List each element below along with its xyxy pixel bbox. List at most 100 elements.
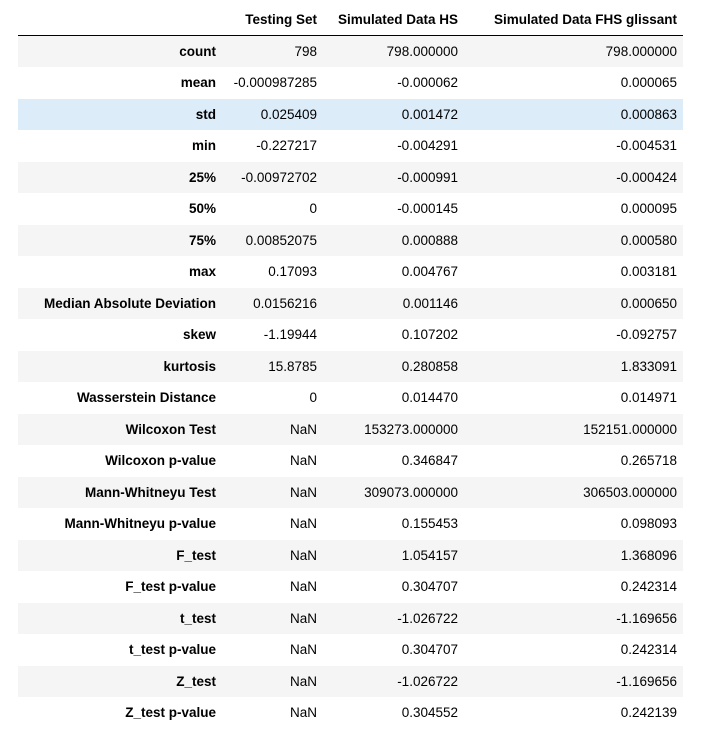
table-cell: -1.026722: [397, 673, 458, 689]
row-label: F_test: [176, 547, 216, 563]
table-cell: -0.000062: [397, 75, 458, 91]
row-label: Median Absolute Deviation: [43, 295, 216, 311]
table-row: t_test NaN -1.026722 -1.169656: [18, 602, 683, 634]
table-row: max 0.17093 0.004767 0.003181: [18, 256, 683, 288]
table-cell: 798.000000: [605, 44, 677, 59]
table-row: Z_test NaN -1.026722 -1.169656: [18, 665, 683, 697]
table-cell: 0: [309, 201, 317, 217]
table-cell: 0.000095: [620, 201, 677, 217]
table-row: Mann-Whitneyu Test NaN 309073.000000 306503…: [18, 476, 683, 508]
table-row: F_test NaN 1.054157 1.368096: [18, 539, 683, 571]
table-header: Testing Set Simulated Data HS Simulated …: [18, 3, 683, 36]
table-cell: NaN: [289, 516, 317, 532]
table-cell: -0.004531: [616, 138, 677, 154]
table-row: count 798 798.000000 798.000000: [18, 35, 683, 67]
table-row: Mann-Whitneyu p-value NaN 0.155453 0.098093: [18, 508, 683, 540]
table-cell: 0: [309, 390, 317, 406]
table-row: Wilcoxon Test NaN 153273.000000 152151.0000…: [18, 413, 683, 445]
table-row: t_test p-value NaN 0.304707 0.242314: [18, 634, 683, 666]
row-label: std: [195, 106, 216, 122]
table-row: 75% 0.00852075 0.000888 0.000580: [18, 224, 683, 256]
table-cell: -1.19944: [263, 327, 317, 343]
header-index: [18, 3, 222, 36]
header-simulated-hs: Simulated Data HS: [323, 3, 464, 36]
stats-table: Testing Set Simulated Data HS Simulated …: [18, 3, 683, 729]
table-cell: 0.014971: [620, 390, 677, 406]
table-cell: 0.304707: [401, 642, 458, 658]
row-label: 25%: [188, 169, 216, 185]
table-cell: -0.092757: [616, 327, 677, 343]
table-cell: 0.001146: [402, 295, 458, 311]
table-cell: 306503.000000: [583, 484, 677, 500]
table-cell: 1.368096: [620, 547, 677, 563]
header-testing-set: Testing Set: [222, 3, 323, 36]
table-cell: NaN: [289, 705, 317, 721]
table-cell: 0.014470: [401, 390, 458, 406]
row-label: Wilcoxon p-value: [105, 453, 216, 469]
row-label: mean: [180, 75, 216, 91]
row-label: Mann-Whitneyu p-value: [64, 516, 217, 532]
table-cell: 0.155453: [401, 516, 458, 532]
table-cell: 0.003181: [620, 264, 677, 280]
table-cell: NaN: [289, 642, 317, 658]
table-cell: 0.107202: [401, 327, 458, 343]
table-cell: 0.000888: [401, 232, 458, 248]
table-row: F_test p-value NaN 0.304707 0.242314: [18, 571, 683, 603]
table-cell: 0.000065: [620, 75, 677, 91]
table-cell: NaN: [289, 484, 317, 500]
table-cell: -0.000145: [397, 201, 458, 217]
row-label: F_test p-value: [125, 579, 216, 595]
table-cell: 0.242139: [620, 705, 677, 721]
table-row: min -0.227217 -0.004291 -0.004531: [18, 130, 683, 162]
header-simulated-fhs: Simulated Data FHS glissant: [464, 3, 683, 36]
table-cell: 15.8785: [268, 358, 317, 374]
table-cell: NaN: [289, 421, 317, 437]
table-cell: 0.004767: [401, 264, 458, 280]
table-cell: 153273.000000: [364, 421, 458, 437]
table-cell: 0.17093: [268, 264, 317, 280]
table-cell: 0.000580: [620, 232, 677, 248]
row-label: 75%: [188, 232, 216, 248]
row-label: skew: [182, 327, 216, 343]
table-cell: -0.000991: [397, 169, 458, 185]
row-label: max: [188, 264, 216, 280]
table-cell: 0.00852075: [245, 232, 317, 248]
table-cell: 1.833091: [620, 358, 677, 374]
table-row: Wasserstein Distance 0 0.014470 0.014971: [18, 382, 683, 414]
table-row: 50% 0 -0.000145 0.000095: [18, 193, 683, 225]
table-cell: NaN: [289, 579, 317, 595]
table-cell: 0.000650: [620, 295, 677, 311]
table-cell: 0.346847: [401, 453, 458, 469]
table-cell: NaN: [289, 610, 317, 626]
table-cell: 798.000000: [386, 44, 458, 59]
table-cell: -0.004291: [397, 138, 458, 154]
table-row: Z_test p-value NaN 0.304552 0.242139: [18, 697, 683, 729]
table-cell: 0.025409: [260, 106, 317, 122]
table-cell: 0.304552: [401, 705, 458, 721]
table-cell: NaN: [289, 547, 317, 563]
table-cell: -0.00972702: [241, 169, 317, 185]
table-row: 25% -0.00972702 -0.000991 -0.000424: [18, 161, 683, 193]
table-cell: -1.169656: [616, 673, 677, 689]
table-cell: 152151.000000: [583, 421, 677, 437]
table-cell: 0.304707: [401, 579, 458, 595]
row-label: Z_test p-value: [125, 705, 216, 721]
table-row: mean -0.000987285 -0.000062 0.000065: [18, 67, 683, 99]
table-cell: NaN: [289, 673, 317, 689]
table-row: skew -1.19944 0.107202 -0.092757: [18, 319, 683, 351]
table-cell: 0.242314: [620, 642, 677, 658]
table-cell: -0.000987285: [233, 75, 317, 91]
table-body: count 798 798.000000 798.000000 mean -0.00098…: [18, 35, 683, 729]
row-label: Mann-Whitneyu Test: [85, 484, 216, 500]
row-label: Z_test: [176, 673, 216, 689]
table-cell: NaN: [289, 453, 317, 469]
table-row: kurtosis 15.8785 0.280858 1.833091: [18, 350, 683, 382]
row-label: 50%: [188, 201, 216, 217]
table-cell: 0.280858: [401, 358, 458, 374]
row-label: min: [191, 138, 216, 154]
table-row: Wilcoxon p-value NaN 0.346847 0.265718: [18, 445, 683, 477]
row-label: count: [179, 44, 216, 59]
table-cell: 0.242314: [620, 579, 677, 595]
table-cell: -1.026722: [397, 610, 458, 626]
